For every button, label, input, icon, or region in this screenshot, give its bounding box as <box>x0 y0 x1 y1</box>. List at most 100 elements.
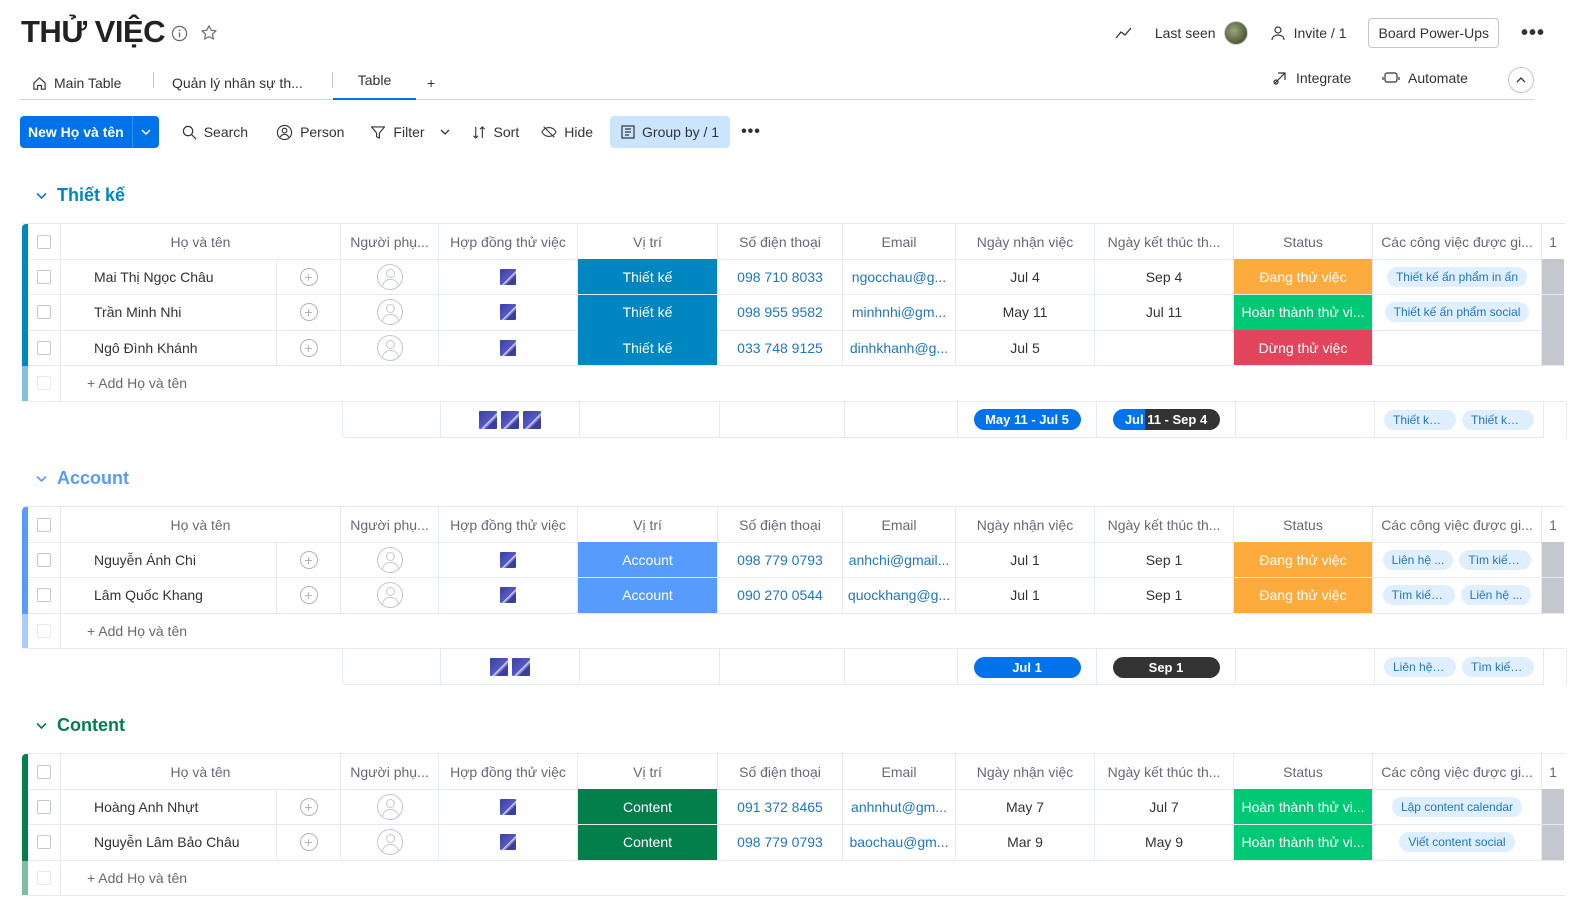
chevron-down-icon[interactable] <box>440 129 450 136</box>
add-item-row[interactable]: + Add Họ và tên <box>22 860 1565 896</box>
item-name[interactable]: Ngô Đình Khánh <box>61 330 277 366</box>
toolbar-more-icon[interactable]: ••• <box>741 123 761 140</box>
column-header[interactable]: Vị trí <box>578 754 718 790</box>
column-header[interactable]: 1 <box>1542 507 1564 543</box>
status-label[interactable]: Hoàn thành thử vi... <box>1234 824 1373 861</box>
column-header[interactable]: 1 <box>1542 224 1564 260</box>
sort-button[interactable]: Sort <box>461 116 531 148</box>
email-cell[interactable]: anhnhut@gm... <box>843 789 956 825</box>
column-header[interactable]: Ngày kết thúc th... <box>1095 507 1234 543</box>
email-cell[interactable]: baochau@gm... <box>843 824 956 861</box>
file-icon[interactable] <box>500 268 516 285</box>
table-row[interactable]: Ngô Đình Khánh + Thiết kế 033 748 9125 dinhk… <box>22 330 1565 366</box>
task-tag[interactable]: Liên hệ ... <box>1382 549 1454 570</box>
chevron-down-icon[interactable] <box>36 472 47 486</box>
start-date-cell[interactable]: Jul 1 <box>956 542 1095 578</box>
item-name[interactable]: Lâm Quốc Khang <box>61 577 277 614</box>
column-header[interactable]: Ngày nhận việc <box>956 754 1095 790</box>
file-icon[interactable] <box>500 551 516 568</box>
group-title[interactable]: Account <box>36 468 129 489</box>
column-header[interactable]: Vị trí <box>578 507 718 543</box>
status-label[interactable]: Đang thử việc <box>1234 542 1373 578</box>
row-checkbox-cell[interactable] <box>28 259 61 295</box>
end-date-cell[interactable]: Sep 4 <box>1095 259 1234 295</box>
task-tag[interactable]: Tìm kiếm ... <box>1382 585 1455 605</box>
tasks-cell[interactable]: Viết content social <box>1373 824 1542 861</box>
tasks-cell[interactable] <box>1373 330 1542 366</box>
tasks-cell[interactable]: Lập content calendar <box>1373 789 1542 825</box>
column-header[interactable]: Ngày nhận việc <box>956 224 1095 260</box>
invite-button[interactable]: Invite / 1 <box>1270 25 1346 41</box>
position-label[interactable]: Content <box>578 789 718 825</box>
column-header[interactable]: Ngày kết thúc th... <box>1095 224 1234 260</box>
column-header[interactable]: Hợp đồng thử việc <box>439 507 578 543</box>
contract-file-cell[interactable] <box>439 789 578 825</box>
groupby-button[interactable]: Group by / 1 <box>610 116 731 148</box>
select-all-cell[interactable] <box>28 754 61 790</box>
select-all-cell[interactable] <box>28 224 61 260</box>
updates-cell[interactable]: + <box>277 330 341 366</box>
item-name[interactable]: Mai Thị Ngọc Châu <box>61 259 277 295</box>
file-icon[interactable] <box>500 339 516 356</box>
tasks-cell[interactable]: Liên hệ ... Tìm kiếm ... <box>1373 542 1542 578</box>
phone-cell[interactable]: 098 710 8033 <box>718 259 843 295</box>
row-checkbox[interactable] <box>37 340 51 355</box>
start-date-cell[interactable]: May 11 <box>956 294 1095 331</box>
file-icon[interactable] <box>500 798 516 815</box>
column-header[interactable]: Họ và tên <box>61 224 341 260</box>
person-cell[interactable] <box>341 259 439 295</box>
chevron-down-icon[interactable] <box>36 189 47 203</box>
phone-cell[interactable]: 091 372 8465 <box>718 789 843 825</box>
updates-cell[interactable]: + <box>277 542 341 578</box>
filter-button[interactable]: Filter <box>359 116 460 148</box>
row-checkbox[interactable] <box>37 552 51 567</box>
add-item-input[interactable]: + Add Họ và tên <box>61 613 1565 649</box>
column-header[interactable]: Số điện thoại <box>718 754 843 790</box>
more-menu-icon[interactable]: ••• <box>1520 21 1545 44</box>
add-update-icon[interactable]: + <box>299 267 318 286</box>
file-icon[interactable] <box>523 410 541 429</box>
chevron-down-icon[interactable] <box>36 719 47 733</box>
star-icon[interactable] <box>200 24 218 42</box>
end-date-range[interactable]: Sep 1 <box>1112 656 1220 678</box>
column-header[interactable]: Họ và tên <box>61 754 341 790</box>
phone-cell[interactable]: 098 955 9582 <box>718 294 843 331</box>
select-all-cell[interactable] <box>28 507 61 543</box>
column-header[interactable]: Hợp đồng thử việc <box>439 754 578 790</box>
end-date-cell[interactable] <box>1095 330 1234 366</box>
phone-cell[interactable]: 098 779 0793 <box>718 824 843 861</box>
contract-file-cell[interactable] <box>439 824 578 861</box>
tasks-cell[interactable]: Thiết kế ấn phẩm in ấn <box>1373 259 1542 295</box>
column-header[interactable]: Số điện thoại <box>718 224 843 260</box>
start-date-cell[interactable]: Jul 4 <box>956 259 1095 295</box>
automate-button[interactable]: Automate <box>1382 70 1468 86</box>
tasks-cell[interactable]: Thiết kế ấn phẩm social <box>1373 294 1542 331</box>
group-title[interactable]: Thiết kế <box>36 185 125 206</box>
contract-file-cell[interactable] <box>439 294 578 331</box>
collapse-header-button[interactable] <box>1508 67 1534 93</box>
position-label[interactable]: Account <box>578 577 718 614</box>
start-date-cell[interactable]: Mar 9 <box>956 824 1095 861</box>
updates-cell[interactable]: + <box>277 789 341 825</box>
column-header[interactable]: Status <box>1234 507 1373 543</box>
select-all-checkbox[interactable] <box>37 764 51 779</box>
info-icon[interactable] <box>170 24 188 42</box>
phone-cell[interactable]: 033 748 9125 <box>718 330 843 366</box>
status-label[interactable]: Dừng thử việc <box>1234 330 1373 366</box>
add-item-row[interactable]: + Add Họ và tên <box>22 613 1565 649</box>
file-icon[interactable] <box>500 587 516 603</box>
person-cell[interactable] <box>341 577 439 614</box>
status-label[interactable]: Đang thử việc <box>1234 577 1373 614</box>
table-row[interactable]: Nguyễn Ánh Chi + Account 098 779 0793 anhchi… <box>22 542 1565 578</box>
file-icon[interactable] <box>500 834 516 850</box>
column-header[interactable]: Email <box>843 224 956 260</box>
tasks-cell[interactable]: Tìm kiếm ... Liên hệ ... <box>1373 577 1542 614</box>
task-tag[interactable]: Tìm kiếm ... <box>1459 549 1532 570</box>
task-tag[interactable]: Lập content calendar <box>1391 796 1523 817</box>
item-name[interactable]: Nguyễn Lâm Bảo Châu <box>61 824 277 861</box>
item-name[interactable]: Hoàng Anh Nhựt <box>61 789 277 825</box>
start-date-cell[interactable]: May 7 <box>956 789 1095 825</box>
row-checkbox[interactable] <box>37 305 51 319</box>
column-header[interactable]: Các công việc được gi... <box>1373 224 1542 260</box>
add-update-icon[interactable]: + <box>299 338 318 357</box>
